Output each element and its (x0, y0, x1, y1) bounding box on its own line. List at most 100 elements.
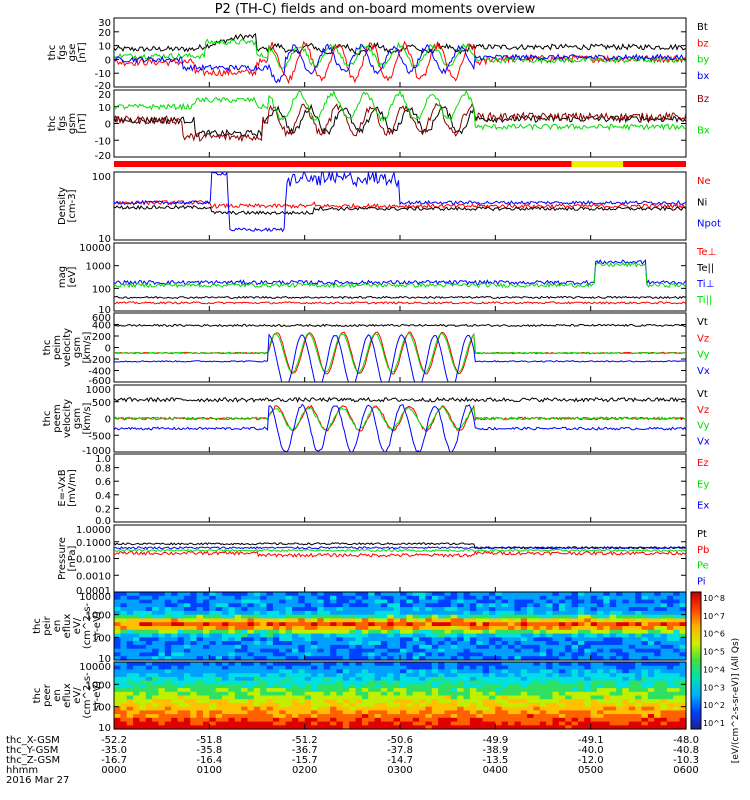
spectrogram-cell (114, 699, 121, 704)
spectrogram-cell (571, 702, 579, 708)
spectrogram-cell (342, 592, 350, 597)
spectrogram-cell (616, 688, 624, 693)
spectrogram-cell (603, 662, 611, 667)
spectrogram-cell (298, 599, 306, 604)
spectrogram-cell (298, 706, 306, 711)
y-tick-label: 20 (98, 28, 111, 39)
spectrogram-cell (552, 669, 560, 674)
spectrogram-cell (190, 592, 198, 597)
spectrogram-cell (292, 721, 299, 726)
y-tick-label: 100 (92, 703, 111, 714)
spectrogram-cell (114, 676, 121, 682)
spectrogram-cell (641, 648, 649, 654)
spectrogram-cell (558, 618, 566, 623)
spectrogram-cell (660, 641, 668, 646)
spectrogram-cell (171, 610, 179, 616)
spectrogram-cell (304, 676, 312, 682)
series-bt-gsm (114, 103, 686, 139)
spectrogram-cell (260, 717, 268, 723)
spectrogram-cell (495, 673, 503, 678)
spectrogram-cell (361, 721, 369, 726)
spectrogram-cell (234, 633, 242, 638)
spectrogram-cell (183, 706, 191, 711)
spectrogram-cell (450, 714, 458, 719)
spectrogram-cell (330, 622, 338, 627)
footer-value: -52.2 (101, 735, 127, 746)
spectrogram-cell (406, 676, 414, 682)
spectrogram-cell (285, 669, 293, 674)
spectrogram-cell (533, 688, 541, 693)
spectrogram-cell (412, 629, 420, 635)
spectrogram-cell (482, 662, 490, 667)
spectrogram-cell (253, 648, 261, 654)
spectrogram-cell (145, 725, 153, 730)
spectrogram-cell (260, 652, 268, 657)
spectrogram-cell (304, 633, 312, 638)
spectrogram-cell (660, 618, 668, 623)
series-group (114, 542, 686, 558)
spectrogram-cell (679, 680, 687, 685)
spectrogram-cell (266, 641, 274, 646)
spectrogram-cell (330, 637, 338, 642)
spectrogram-cell (438, 595, 446, 601)
spectrogram-cell (476, 637, 484, 642)
spectrogram-cell (298, 652, 306, 657)
spectrogram-cell (457, 599, 465, 604)
spectrogram-cell (380, 688, 388, 693)
spectrogram-cell (374, 652, 382, 657)
spectrogram-cell (361, 622, 369, 627)
spectrogram-cell (444, 610, 452, 616)
spectrogram-cell (552, 626, 560, 631)
spectrogram-cell (463, 652, 471, 657)
spectrogram-cell (431, 717, 439, 723)
spectrogram-cell (609, 706, 617, 711)
spectrogram-cell (272, 614, 280, 620)
spectrogram-cell (419, 695, 427, 700)
spectrogram-cell (431, 691, 439, 697)
y-axis-label-line: velocity (62, 328, 73, 367)
spectrogram-cell (501, 721, 509, 726)
spectrogram-cell (527, 648, 535, 654)
spectrogram-cell (266, 622, 274, 627)
spectrogram-cell (196, 673, 204, 678)
spectrogram-cell (279, 626, 287, 631)
spectrogram-cell (145, 665, 153, 670)
spectrogram-cell (355, 652, 363, 657)
spectrogram-cell (393, 622, 401, 627)
spectrogram-cell (152, 706, 160, 711)
spectrogram-cell (368, 662, 376, 667)
spectrogram-cell (164, 603, 172, 608)
spectrogram-cell (349, 644, 357, 650)
spectrogram-cell (228, 680, 236, 685)
spectrogram-cell (152, 644, 160, 650)
spectrogram-cell (552, 637, 560, 642)
spectrogram-cell (304, 656, 312, 661)
spectrogram-cell (450, 721, 458, 726)
spectrogram-cell (222, 717, 229, 723)
spectrogram-cell (133, 603, 141, 608)
spectrogram-cell (183, 626, 191, 631)
spectrogram-cell (539, 633, 547, 638)
spectrogram-cell (120, 706, 128, 711)
spectrogram-cell (158, 637, 166, 642)
spectrogram-cell (590, 610, 598, 616)
spectrogram-cell (647, 665, 655, 670)
spectrogram-cell (361, 652, 369, 657)
spectrogram-cell (393, 629, 401, 635)
spectrogram-cell (660, 637, 668, 642)
spectrogram-cell (317, 721, 325, 726)
spectrogram-cell (666, 603, 674, 608)
spectrogram-cell (635, 662, 643, 667)
spectrogram-cell (463, 702, 471, 708)
spectrogram-cell (342, 680, 350, 685)
spectrogram-cell (501, 717, 509, 723)
spectrogram-cell (673, 637, 681, 642)
spectrogram-cell (336, 648, 344, 654)
spectrogram-cell (444, 629, 452, 635)
spectrogram-cell (196, 610, 204, 616)
spectrogram-cell (495, 637, 503, 642)
spectrogram-cell (336, 641, 344, 646)
spectrogram-cell (361, 633, 369, 638)
spectrogram-cell (234, 699, 242, 704)
spectrogram-cell (266, 721, 274, 726)
